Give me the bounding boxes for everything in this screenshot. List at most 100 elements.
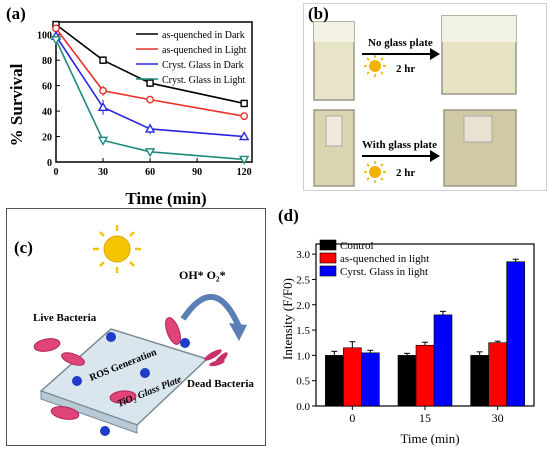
survival-y-axis-title: % Survival xyxy=(7,63,26,146)
bar xyxy=(397,355,417,407)
legend-entry: as-quenched in Dark xyxy=(162,30,245,41)
x-tick-label: 0 xyxy=(349,411,355,425)
series-line xyxy=(55,39,245,161)
bar xyxy=(415,344,435,407)
arrow-right-icon xyxy=(362,150,440,162)
sun-icon xyxy=(364,161,386,183)
y-tick-label: 60 xyxy=(42,82,52,93)
legend-swatch xyxy=(319,239,337,251)
mechanism-schematic: OH* O₂* Live Bacteria Dead Bacteria ROS … xyxy=(33,225,254,436)
legend-swatch xyxy=(319,265,337,277)
tio2-particle xyxy=(140,368,150,378)
data-point xyxy=(97,101,109,111)
bottom-time-label: 2 hr xyxy=(396,167,415,179)
x-tick-label: 30 xyxy=(492,411,504,425)
data-point xyxy=(50,36,62,46)
data-point xyxy=(144,148,156,158)
bar xyxy=(343,347,362,407)
legend-entry: Cryst. Glass in Dark xyxy=(162,60,244,71)
survival-legend: as-quenched in Dark as-quenched in Light C… xyxy=(136,30,247,86)
vial-photo-panel: No glass plate 2 hr With glass plate 2 h… xyxy=(303,3,547,191)
arrow-right-icon xyxy=(362,48,440,60)
live-bacterium xyxy=(109,390,137,404)
y-tick-label: 40 xyxy=(42,107,52,118)
sun-icon xyxy=(364,55,386,77)
bar xyxy=(488,342,507,407)
tio2-particle xyxy=(100,426,110,436)
y-tick-label: 3.0 xyxy=(296,249,310,261)
data-point xyxy=(146,79,154,87)
data-point xyxy=(240,99,248,108)
y-tick-label: 0.5 xyxy=(296,376,310,388)
tio2-particle xyxy=(106,332,116,342)
intensity-bar-chart: 0.0 0.5 1.0 1.5 2.0 2.5 3.0 0 15 30 Controlas-que… xyxy=(280,239,535,446)
x-tick-label: 60 xyxy=(145,167,155,178)
bar xyxy=(433,314,453,407)
intensity-y-axis-title: Intensity (F/F0) xyxy=(280,278,295,360)
sun-icon xyxy=(93,225,141,273)
data-point xyxy=(238,131,250,141)
y-tick-label: 20 xyxy=(42,133,52,144)
vial-bottom-left xyxy=(313,109,355,187)
tio2-particle xyxy=(72,376,82,386)
data-point xyxy=(146,95,154,104)
survival-line-chart: 0 30 60 90 120 0 20 40 60 80 100 as-quenched in Da… xyxy=(7,20,253,208)
legend-swatch xyxy=(319,252,337,264)
mechanism-schematic-panel: OH* O₂* Live Bacteria Dead Bacteria ROS … xyxy=(6,208,266,446)
panel-c-label: (c) xyxy=(14,238,33,257)
legend-entry: Cryst. Glass in Light xyxy=(162,75,246,86)
intensity-x-axis-title: Time (min) xyxy=(400,431,459,446)
y-tick-label: 1.0 xyxy=(296,350,310,362)
x-tick-label: 15 xyxy=(419,411,431,425)
survival-axes: 0 30 60 90 120 0 20 40 60 80 100 xyxy=(37,21,253,178)
data-point xyxy=(99,86,107,95)
data-point xyxy=(238,155,250,165)
legend-entry: as-quenched in Light xyxy=(162,45,247,56)
live-bacterium xyxy=(50,406,80,420)
bar xyxy=(325,355,344,407)
panel-d-label: (d) xyxy=(278,206,299,225)
data-point xyxy=(240,112,249,121)
x-tick-label: 0 xyxy=(54,167,59,178)
y-tick-label: 0.0 xyxy=(296,401,310,413)
intensity-bars xyxy=(325,258,525,407)
x-tick-label: 30 xyxy=(98,167,108,178)
data-point xyxy=(144,123,156,133)
legend-entry: as-quenched in light xyxy=(340,253,429,265)
survival-series xyxy=(50,20,250,165)
data-point xyxy=(99,56,107,64)
no-glass-plate-label: No glass plate xyxy=(368,37,433,49)
bar xyxy=(506,261,525,407)
intensity-axes: 0.0 0.5 1.0 1.5 2.0 2.5 3.0 0 15 30 xyxy=(296,243,535,425)
y-tick-label: 0 xyxy=(47,158,52,169)
live-bacteria-label: Live Bacteria xyxy=(33,312,97,324)
panel-a-label: (a) xyxy=(6,4,26,23)
dead-bacteria-cluster xyxy=(204,349,228,367)
top-time-label: 2 hr xyxy=(396,63,415,75)
legend-entry: Control xyxy=(340,240,374,252)
y-tick-label: 100 xyxy=(37,31,52,42)
data-point xyxy=(97,136,109,146)
series-line xyxy=(55,35,245,138)
dead-bacteria-label: Dead Bacteria xyxy=(187,378,254,390)
survival-x-axis-title: Time (min) xyxy=(125,189,206,208)
bar xyxy=(470,355,489,407)
y-tick-label: 2.0 xyxy=(296,300,310,312)
legend-entry: Cyrst. Glass in light xyxy=(340,266,428,278)
x-tick-label: 90 xyxy=(192,167,202,178)
survival-plot-frame xyxy=(55,21,253,163)
series-line xyxy=(55,27,245,117)
panel-b-label: (b) xyxy=(308,4,329,23)
tio2-particle xyxy=(180,338,190,348)
with-glass-plate-label: With glass plate xyxy=(362,139,437,151)
y-tick-label: 1.5 xyxy=(296,325,310,337)
y-tick-label: 80 xyxy=(42,56,52,67)
live-bacterium xyxy=(61,352,85,366)
bar xyxy=(361,352,380,407)
x-tick-label: 120 xyxy=(237,167,252,178)
series-line xyxy=(55,23,245,105)
vial-photo-illustration: No glass plate 2 hr With glass plate 2 h… xyxy=(313,15,517,187)
oh-o2-label: OH* O₂* xyxy=(179,268,226,282)
curved-arrow-icon xyxy=(180,294,247,341)
